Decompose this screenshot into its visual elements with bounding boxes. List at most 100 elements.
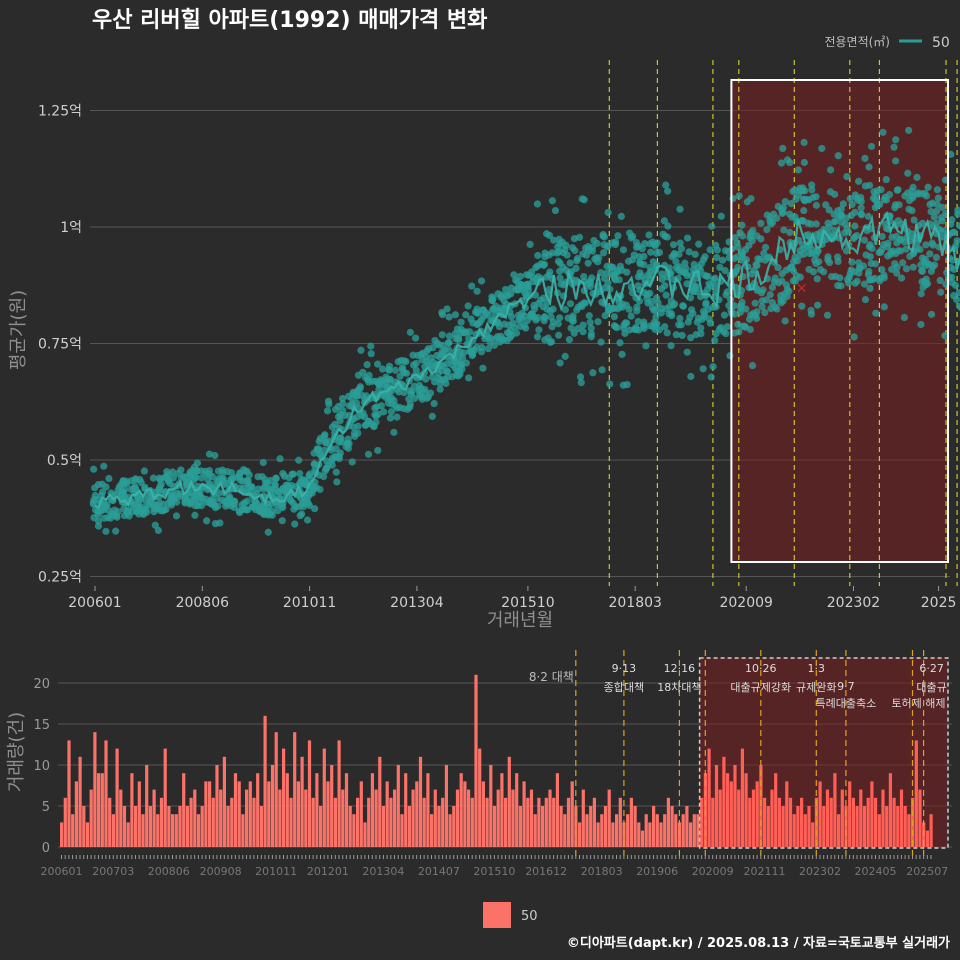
- scatter-point: [653, 239, 661, 247]
- x-tick-label: 201803: [608, 595, 661, 611]
- scatter-point: [374, 446, 382, 455]
- bar: [644, 814, 648, 847]
- legend-label: 50: [932, 35, 950, 51]
- scatter-point: [305, 471, 313, 479]
- scatter-point: [386, 414, 395, 422]
- scatter-point: [879, 128, 887, 136]
- scatter-point: [741, 322, 749, 330]
- scatter-point: [541, 336, 549, 344]
- scatter-point: [761, 243, 770, 252]
- scatter-point: [259, 458, 267, 467]
- scatter-point: [825, 258, 834, 267]
- scatter-point: [913, 173, 921, 181]
- bar-x-tick-label: 201304: [362, 865, 404, 878]
- bar: [740, 748, 744, 847]
- bar: [485, 797, 489, 847]
- scatter-point: [773, 214, 781, 222]
- bar: [134, 806, 138, 847]
- bar: [374, 789, 378, 847]
- scatter-point: [215, 489, 223, 497]
- scatter-point: [354, 422, 362, 430]
- scatter-point: [647, 297, 655, 306]
- bar: [637, 822, 641, 847]
- x-tick-label: 201510: [501, 595, 554, 611]
- scatter-point: [853, 231, 861, 240]
- scatter-point: [675, 250, 683, 258]
- bar: [452, 806, 456, 847]
- scatter-point: [305, 501, 313, 510]
- scatter-point: [623, 319, 631, 327]
- scatter-point: [422, 375, 430, 383]
- bar: [422, 797, 426, 847]
- bar-x-tick-label: 201803: [581, 865, 623, 878]
- bar: [689, 822, 693, 847]
- scatter-point: [444, 345, 453, 354]
- scatter-point: [579, 328, 587, 336]
- scatter-point: [865, 163, 873, 171]
- scatter-point: [785, 210, 794, 218]
- scatter-point: [451, 311, 459, 319]
- bar: [692, 814, 696, 847]
- scatter-point: [465, 374, 473, 382]
- scatter-point: [762, 296, 770, 304]
- bar: [862, 806, 867, 847]
- scatter-point: [227, 468, 236, 477]
- scatter-point: [758, 303, 766, 311]
- scatter-point: [711, 274, 719, 282]
- scatter-point: [917, 290, 925, 298]
- scatter-point: [336, 416, 344, 425]
- scatter-point: [880, 274, 888, 282]
- scatter-point: [140, 467, 148, 475]
- scatter-point: [938, 203, 946, 211]
- scatter-point: [675, 321, 683, 329]
- bar: [130, 773, 134, 847]
- scatter-point: [929, 241, 937, 249]
- scatter-point: [812, 201, 821, 209]
- scatter-point: [814, 301, 822, 309]
- scatter-point: [618, 350, 626, 358]
- bar: [122, 806, 127, 847]
- bar-y-tick-label: 0: [42, 841, 50, 856]
- bar: [711, 797, 715, 847]
- bar: [714, 765, 719, 847]
- bars: [60, 674, 933, 847]
- bar: [837, 814, 841, 847]
- scatter-point: [933, 186, 941, 194]
- scatter-point: [801, 187, 809, 195]
- scatter-point: [647, 248, 655, 256]
- bar: [777, 797, 781, 847]
- scatter-point: [594, 318, 602, 326]
- bar: [385, 781, 389, 847]
- bar: [918, 789, 922, 847]
- bar: [356, 797, 360, 847]
- bar: [511, 789, 515, 847]
- bar-x-tick-label: 201906: [636, 865, 678, 878]
- bar: [67, 740, 71, 847]
- scatter-point: [897, 247, 905, 255]
- scatter-point: [752, 312, 760, 320]
- outlier-mark: ×: [796, 281, 808, 297]
- scatter-point: [479, 364, 487, 372]
- scatter-point: [548, 323, 556, 331]
- policy-label: 18차대책: [657, 681, 701, 694]
- scatter-point: [846, 195, 854, 203]
- bar: [285, 773, 289, 847]
- scatter-point: [831, 190, 839, 198]
- scatter-point: [798, 302, 806, 310]
- scatter-point: [930, 261, 939, 269]
- scatter-point: [682, 264, 690, 273]
- policy-label: 규제완화: [796, 681, 836, 694]
- scatter-point: [600, 233, 609, 241]
- scatter-point: [857, 197, 865, 206]
- scatter-point: [679, 302, 688, 310]
- bar: [163, 748, 167, 847]
- scatter-point: [582, 251, 591, 259]
- y-tick-label: 1억: [60, 220, 82, 236]
- bar: [866, 797, 870, 847]
- bar: [833, 773, 837, 847]
- scatter-point: [556, 359, 564, 367]
- bar: [189, 797, 193, 847]
- scatter-point: [390, 396, 398, 405]
- scatter-point: [573, 254, 582, 263]
- bar: [888, 773, 892, 847]
